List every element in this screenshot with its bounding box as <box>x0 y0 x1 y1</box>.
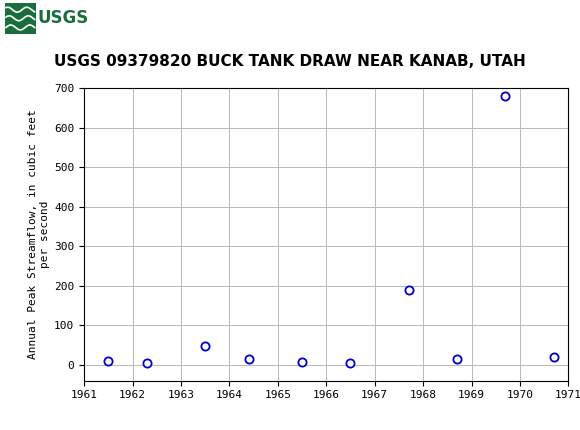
Text: USGS 09379820 BUCK TANK DRAW NEAR KANAB, UTAH: USGS 09379820 BUCK TANK DRAW NEAR KANAB,… <box>54 54 526 69</box>
Point <box>201 343 210 350</box>
Point <box>404 286 413 293</box>
Point <box>104 357 113 364</box>
Bar <box>5 3 73 34</box>
Point <box>143 359 152 366</box>
Point <box>298 358 307 365</box>
Point <box>549 353 559 360</box>
Y-axis label: Annual Peak Streamflow, in cubic feet
per second: Annual Peak Streamflow, in cubic feet pe… <box>28 110 50 359</box>
Point <box>501 92 510 99</box>
Text: USGS: USGS <box>38 9 89 27</box>
Point <box>452 355 462 362</box>
Bar <box>5 3 35 34</box>
Point <box>244 355 253 362</box>
Point <box>346 359 355 366</box>
